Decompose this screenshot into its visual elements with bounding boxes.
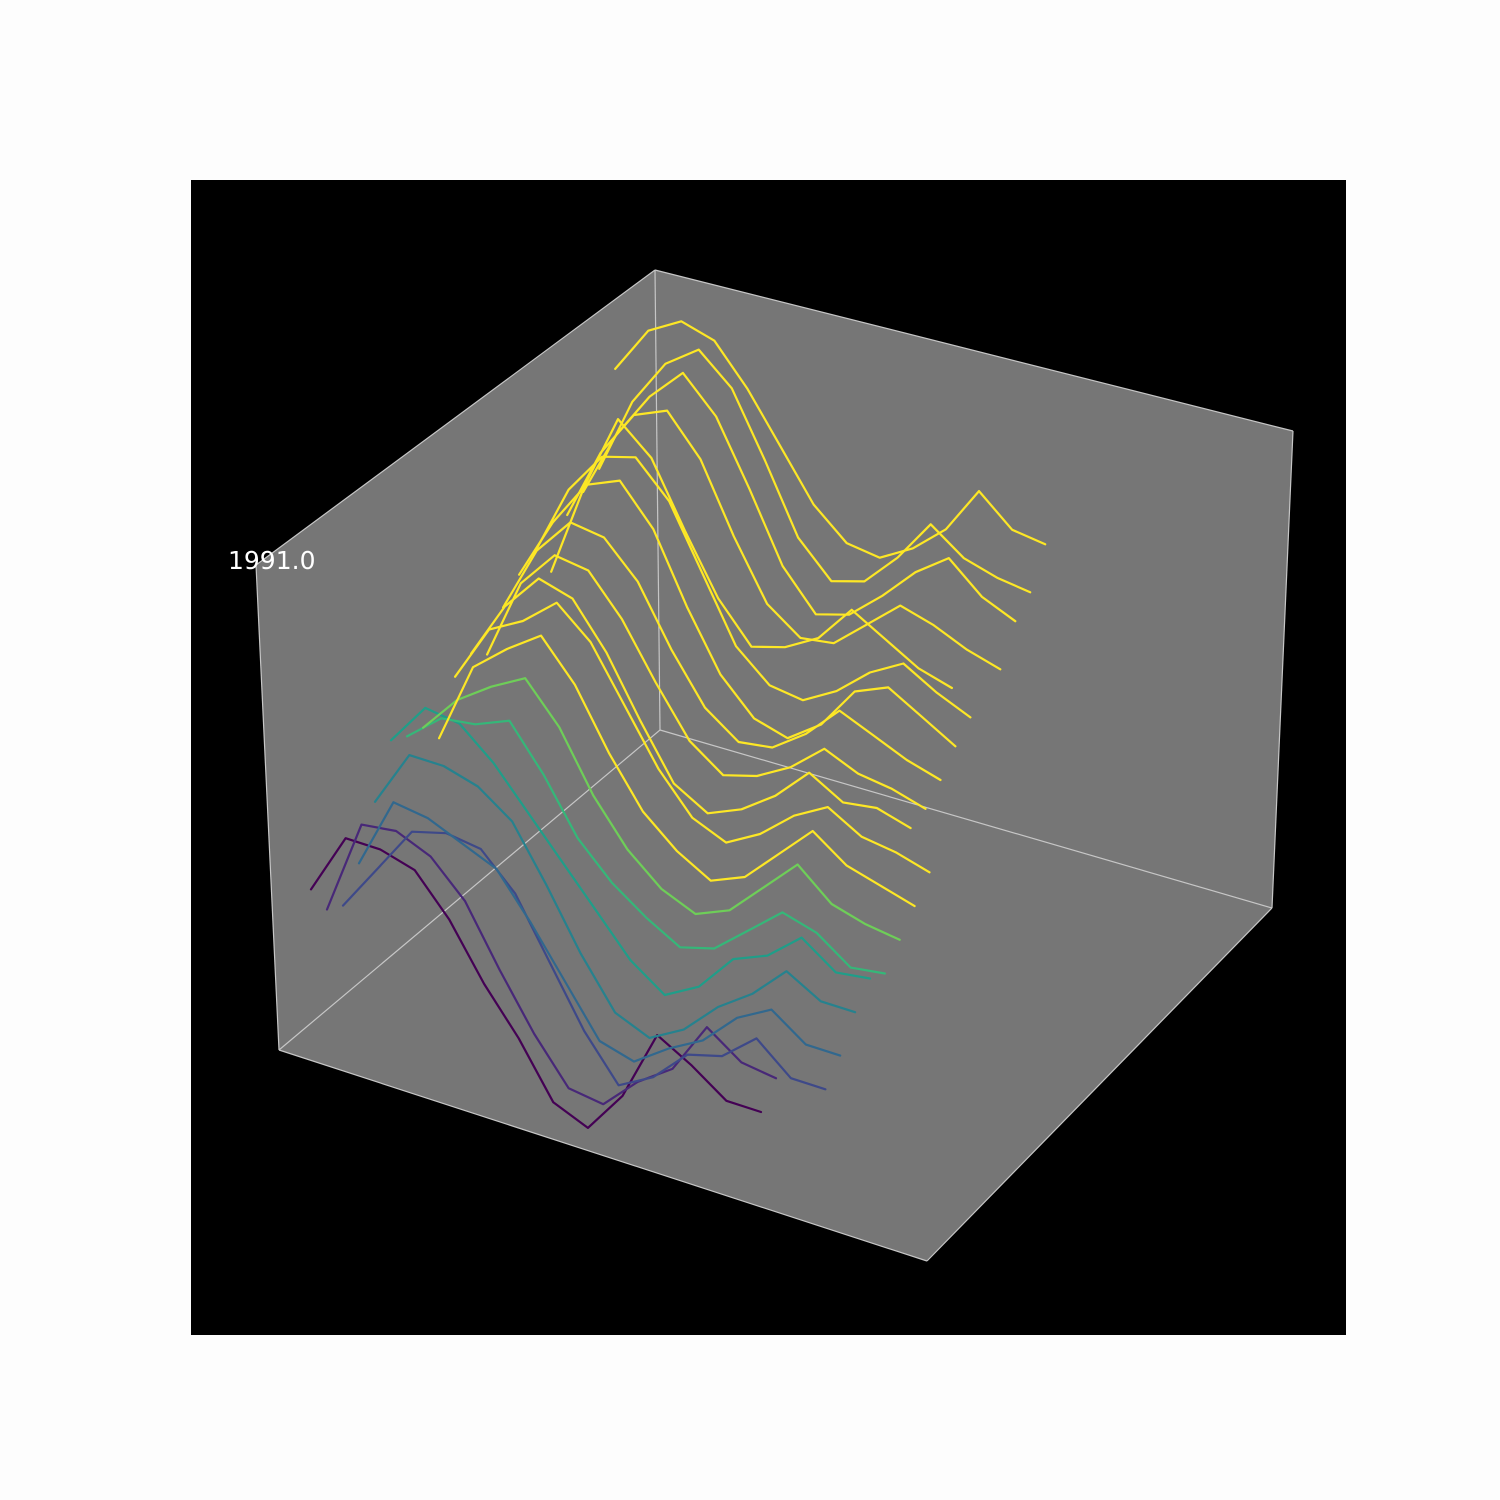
- edge-floor-front-left: [278, 1049, 928, 1262]
- series-line-1: [309, 837, 763, 1130]
- series-line-2: [325, 823, 778, 1106]
- series-line-7: [405, 717, 887, 975]
- series-line-19: [598, 348, 1032, 594]
- series-line-4: [357, 801, 842, 1063]
- back-left-pane: [256, 270, 660, 1050]
- edge-floor-front-right: [926, 907, 1273, 1262]
- series-line-5: [373, 753, 857, 1040]
- edge-back-vertical: [654, 269, 661, 731]
- edge-left-top: [255, 269, 656, 566]
- series-line-16: [550, 418, 954, 690]
- series-line-17: [566, 409, 1002, 671]
- series-line-18: [582, 371, 1017, 623]
- edge-right-top: [654, 269, 1294, 432]
- series-line-14: [517, 479, 957, 748]
- series-line-10: [454, 601, 931, 874]
- series-line-9: [438, 634, 916, 908]
- series-line-8: [422, 677, 901, 941]
- series-line-6: [389, 706, 872, 997]
- edge-floor-right: [659, 729, 1273, 909]
- series-line-3: [341, 830, 827, 1091]
- series-line-15: [533, 455, 972, 719]
- series-line-12: [486, 554, 927, 810]
- floor-pane: [279, 730, 1272, 1261]
- series-group: [309, 320, 1047, 1130]
- edge-floor-left: [278, 729, 661, 1051]
- pane-edge-group: [255, 269, 1294, 1262]
- series-line-20: [614, 320, 1047, 559]
- series-line-13: [502, 521, 942, 782]
- series-line-11: [470, 577, 912, 830]
- edge-left-vertical: [255, 564, 280, 1051]
- corner-annotation: 1991.0: [228, 546, 315, 575]
- edge-right-vertical: [1271, 430, 1294, 909]
